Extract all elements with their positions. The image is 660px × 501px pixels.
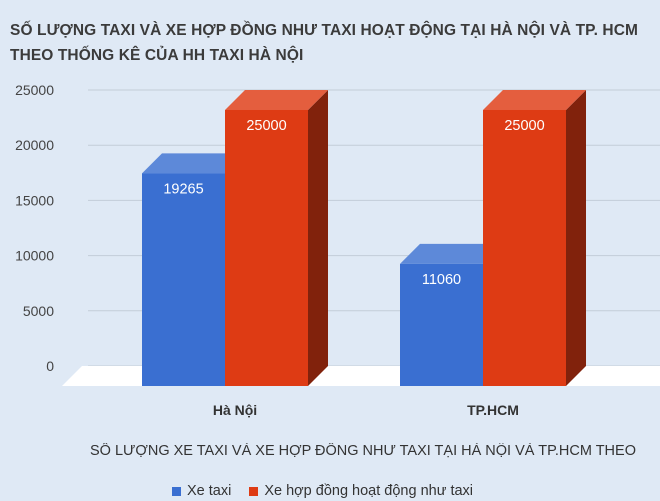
bar-ha-noi-contract-top <box>225 90 328 110</box>
bar-tp-hcm-contract: 25000 <box>483 90 586 386</box>
bar-tp-hcm-taxi-top <box>400 243 503 264</box>
legend-label-contract: Xe hợp đồng hoạt động như taxi <box>264 483 474 499</box>
bar-tp-hcm-taxi-value-label: 11060 <box>422 272 461 288</box>
legend-item-taxi: Xe taxi <box>172 481 231 501</box>
legend-label-taxi: Xe taxi <box>187 483 232 499</box>
y-tick-label-20000: 20000 <box>15 137 54 153</box>
legend-item-contract: Xe hợp đồng hoạt động như taxi <box>249 481 473 501</box>
legend-swatch-contract <box>249 486 259 496</box>
bar-tp-hcm-contract-side <box>566 90 586 386</box>
x-category-label-tp-hcm: TP.HCM <box>467 402 519 418</box>
legend-swatch-taxi <box>172 486 181 496</box>
bar-tp-hcm-contract-front <box>483 110 566 386</box>
legend: Xe taxi Xe hợp đồng hoạt động như taxi <box>172 481 473 501</box>
bar-tp-hcm-contract-value-label: 25000 <box>504 118 544 134</box>
bar-tp-hcm-contract-top <box>483 90 586 110</box>
x-category-label-ha-noi: Hà Nội <box>213 402 257 418</box>
bar-ha-noi-taxi-top <box>142 153 245 174</box>
bar-ha-noi-contract: 25000 <box>225 90 328 386</box>
bar-ha-noi-contract-side <box>308 90 328 386</box>
x-axis-categories: Hà Nội TP.HCM <box>213 402 519 418</box>
chart-title: SỐ LƯỢNG TAXI VÀ XE HỢP ĐỒNG NHƯ TAXI HO… <box>10 22 639 64</box>
y-tick-label-15000: 15000 <box>15 192 54 208</box>
y-tick-label-0: 0 <box>46 358 54 374</box>
y-tick-label-5000: 5000 <box>23 303 54 319</box>
bar-ha-noi-contract-front <box>225 110 308 386</box>
bar-ha-noi-taxi-front <box>142 173 225 386</box>
y-tick-label-10000: 10000 <box>15 248 54 264</box>
bar-ha-noi-contract-value-label: 25000 <box>246 118 286 134</box>
bars-layer: 19265 25000 11060 25000 <box>142 90 586 386</box>
y-axis-ticks: 0 5000 10000 15000 20000 25000 <box>15 82 54 374</box>
bar-ha-noi-taxi-value-label: 19265 <box>163 181 203 197</box>
y-tick-label-25000: 25000 <box>15 82 54 98</box>
legend-title: SỐ LƯỢNG XE TAXI VÀ XE HỢP ĐỒNG NHƯ TAXI… <box>90 443 636 459</box>
bar-tp-hcm-taxi-front <box>400 263 483 386</box>
